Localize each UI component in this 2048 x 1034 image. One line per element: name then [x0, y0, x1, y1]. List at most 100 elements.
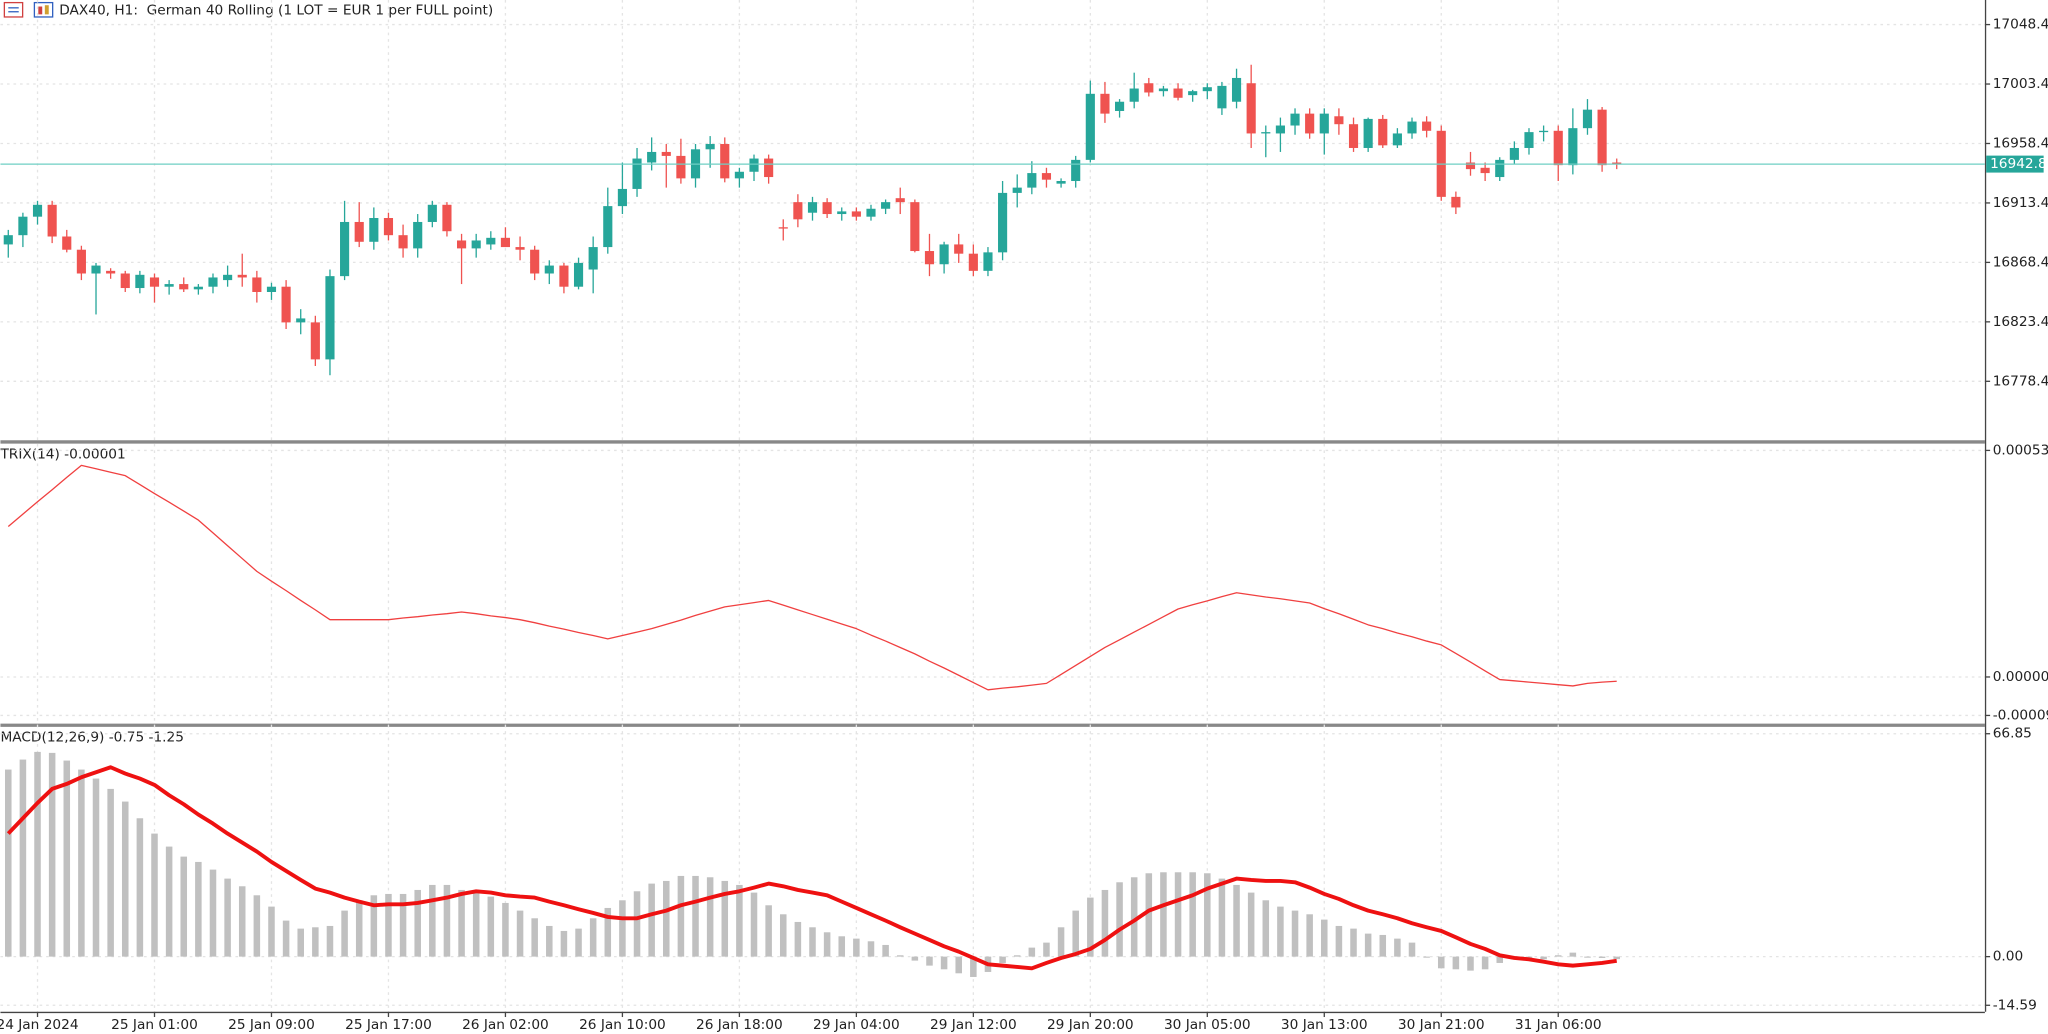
candle-body	[968, 253, 978, 271]
histogram-bar	[1467, 956, 1474, 971]
candle-body	[47, 204, 57, 237]
histogram-bar	[399, 893, 407, 957]
histogram-bar	[458, 889, 465, 957]
y-tick-label: 0.00053	[1993, 442, 2048, 458]
candle-body	[76, 249, 86, 274]
histogram-bar	[63, 760, 71, 957]
histogram-bar	[1247, 892, 1255, 957]
current-price-box	[1986, 155, 2044, 173]
histogram-bar	[809, 927, 816, 957]
candle-body	[1071, 159, 1081, 182]
histogram-bar	[443, 884, 451, 957]
histogram-bar	[487, 896, 495, 957]
current-price-label: 16942.8	[1990, 156, 2047, 172]
histogram-bar	[838, 936, 846, 957]
histogram-bar	[1335, 925, 1343, 957]
candle-body	[1246, 83, 1256, 134]
x-tick-label: 25 Jan 17:00	[345, 1017, 432, 1033]
candle-body	[500, 237, 511, 248]
histogram-bar	[546, 925, 553, 957]
candle-body	[1597, 109, 1607, 166]
histogram-bar	[1130, 877, 1138, 957]
histogram-bar	[326, 925, 334, 957]
candle-body	[939, 244, 949, 265]
histogram-bar	[165, 846, 173, 957]
histogram-bar	[92, 778, 100, 957]
candle-body	[383, 218, 394, 236]
histogram-bar	[224, 878, 231, 957]
candle-body	[588, 247, 598, 270]
y-tick-label: 16868.4	[1993, 254, 2048, 270]
candle-body	[325, 276, 335, 360]
candle-body	[573, 262, 584, 287]
histogram-bar	[1364, 933, 1372, 957]
indicator-line	[6, 765, 1618, 971]
histogram-bar	[721, 880, 729, 957]
candle-body	[1612, 162, 1622, 164]
candle-body	[851, 211, 861, 217]
x-tick-label: 31 Jan 06:00	[1515, 1017, 1602, 1033]
histogram-bar	[677, 875, 685, 957]
histogram-bar	[1437, 956, 1445, 969]
candle-body	[252, 277, 262, 292]
candle-body	[442, 204, 452, 232]
candle-body	[1495, 159, 1505, 178]
x-tick-label: 30 Jan 21:00	[1398, 1017, 1485, 1033]
histogram-bar	[312, 927, 319, 957]
icon-list[interactable]	[3, 1, 24, 18]
candle-body	[661, 151, 671, 156]
candle-body	[1085, 93, 1095, 160]
histogram-bar	[1452, 956, 1460, 970]
y-tick-label: 16913.4	[1993, 195, 2048, 211]
icon-bar	[38, 6, 43, 15]
histogram-bar	[1189, 872, 1196, 957]
candle-body	[135, 274, 145, 289]
histogram-bar	[136, 818, 144, 957]
candle-body	[1144, 83, 1154, 93]
candle-body	[734, 171, 744, 179]
candle-body	[924, 251, 935, 265]
histogram-bar	[1423, 956, 1430, 958]
x-tick-label: 25 Jan 01:00	[111, 1017, 198, 1033]
candle-body	[164, 284, 174, 287]
histogram-bar	[1321, 919, 1328, 957]
candle-body	[1231, 77, 1242, 102]
histogram-bar	[238, 886, 246, 957]
y-tick-label: 16823.4	[1993, 314, 2048, 330]
histogram-bar	[1072, 910, 1079, 957]
histogram-bar	[385, 893, 392, 957]
histogram-bar	[1525, 956, 1533, 958]
histogram-bar	[604, 907, 612, 957]
candle-body	[881, 202, 891, 209]
histogram-bar	[706, 877, 714, 957]
candle-body	[3, 235, 13, 245]
histogram-bar	[370, 895, 378, 957]
histogram-bar	[19, 759, 27, 957]
x-tick-label: 24 Jan 2024	[0, 1017, 79, 1033]
y-tick-label: -0.00009	[1993, 707, 2048, 723]
histogram-bar	[297, 928, 304, 957]
histogram-bar	[926, 956, 933, 966]
candle-body	[340, 221, 350, 277]
histogram-bar	[209, 869, 217, 957]
histogram-bar	[794, 921, 802, 957]
candle-body	[778, 227, 788, 229]
histogram-bar	[1043, 942, 1050, 957]
candle-body	[632, 158, 642, 189]
candle-body	[837, 211, 847, 215]
histogram-bar	[107, 788, 114, 957]
candle-body	[237, 274, 247, 278]
histogram-bar	[195, 861, 202, 957]
candle-body	[1305, 113, 1315, 134]
y-tick-label: 16778.4	[1993, 373, 2048, 389]
candle-body	[91, 265, 101, 274]
candle-body	[1188, 91, 1198, 96]
histogram-bar	[1408, 942, 1416, 957]
histogram-bar	[823, 932, 831, 957]
histogram-bar	[692, 875, 699, 957]
y-tick-label: 17048.4	[1993, 17, 2048, 33]
candle-body	[617, 188, 627, 207]
candle-body	[603, 206, 613, 248]
candle-body	[1392, 133, 1402, 146]
